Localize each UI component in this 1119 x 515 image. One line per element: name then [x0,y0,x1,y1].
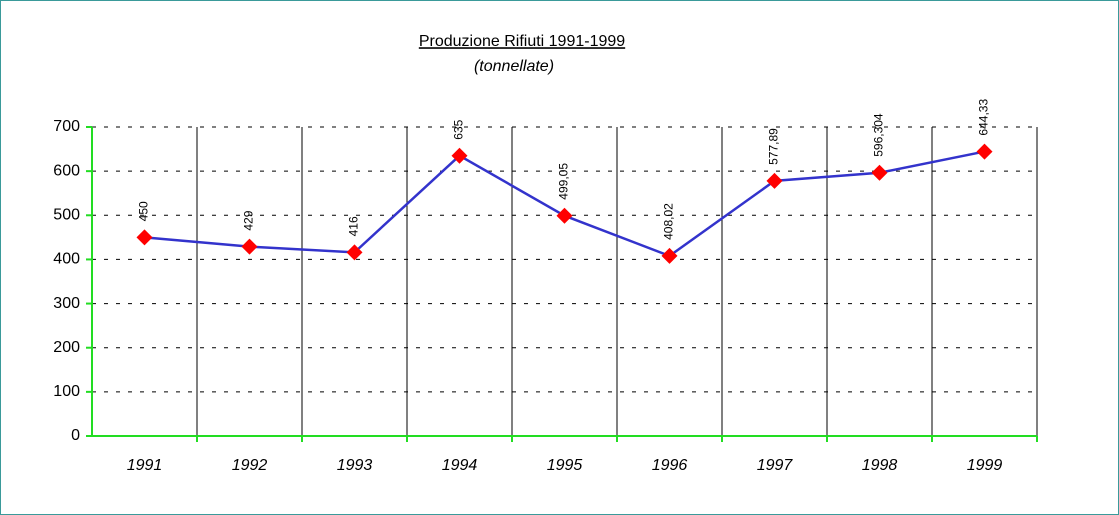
y-tick-label: 0 [71,427,80,444]
x-tick-label: 1991 [127,457,163,474]
x-tick-label: 1998 [862,457,898,474]
y-tick-label: 100 [53,383,80,400]
x-tick-label: 1996 [652,457,688,474]
chart-subtitle: (tonnellate) [474,58,554,75]
data-marker [136,229,153,246]
value-label: 577,89 [767,128,781,165]
value-label: 635 [452,119,466,139]
y-tick-label: 300 [53,295,80,312]
value-label: 416 [347,216,361,236]
x-tick-label: 1993 [337,457,373,474]
x-tick-label: 1999 [967,457,1003,474]
value-label: 429 [242,210,256,230]
data-marker [661,247,678,264]
x-tick-label: 1995 [547,457,583,474]
y-tick-label: 600 [53,162,80,179]
value-label: 408,02 [662,203,676,240]
value-label: 499,05 [557,163,571,200]
x-tick-label: 1992 [232,457,268,474]
value-label: 644,33 [977,99,991,136]
data-marker [451,147,468,164]
value-label: 596,304 [872,113,886,157]
data-marker [241,238,258,255]
y-tick-label: 400 [53,251,80,268]
data-marker [871,164,888,181]
data-marker [976,143,993,160]
data-marker [346,244,363,261]
y-tick-label: 700 [53,118,80,135]
x-tick-label: 1994 [442,457,478,474]
y-tick-label: 500 [53,207,80,224]
value-label: 450 [137,201,151,221]
x-tick-label: 1997 [757,457,794,474]
y-tick-label: 200 [53,339,80,356]
data-marker [766,172,783,189]
chart-title: Produzione Rifiuti 1991-1999 [419,33,625,50]
data-marker [556,207,573,224]
